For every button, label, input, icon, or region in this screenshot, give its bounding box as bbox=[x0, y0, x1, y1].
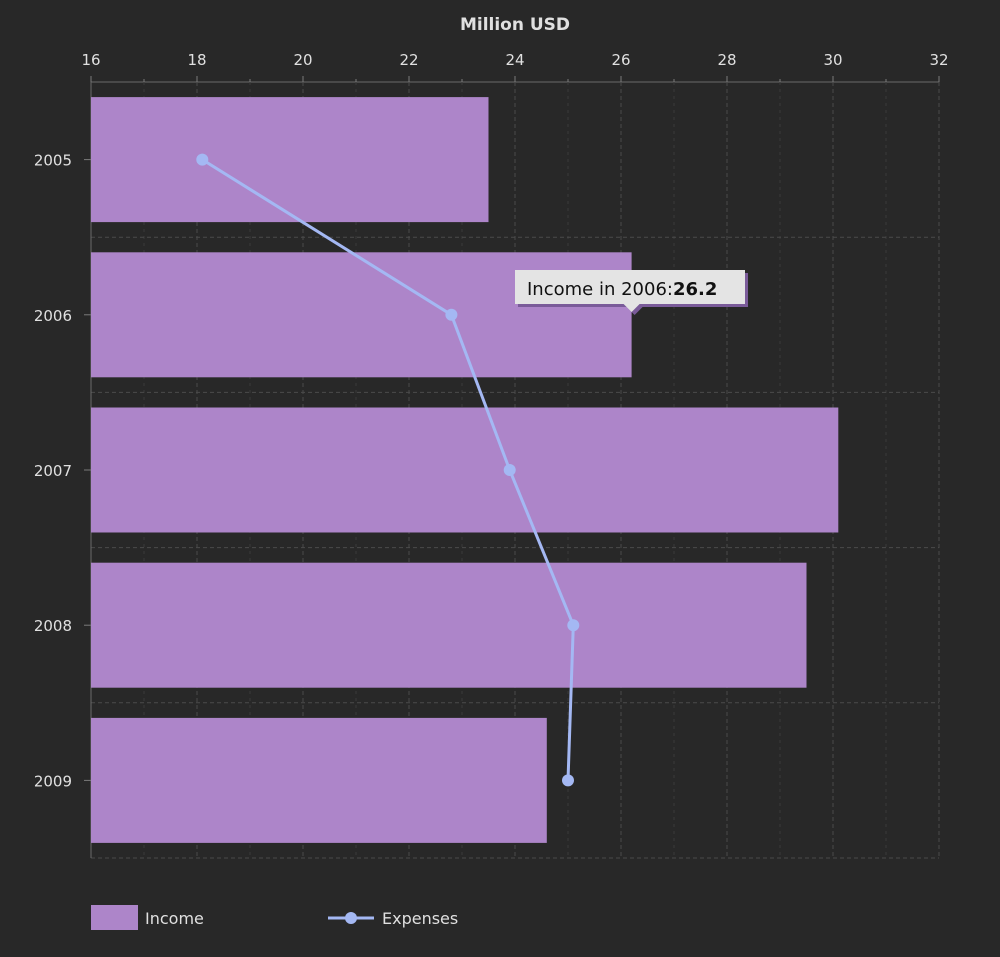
tooltip-label: Income in 2006: bbox=[527, 279, 673, 300]
legend: Income Expenses bbox=[91, 905, 458, 930]
legend-expenses-marker[interactable] bbox=[345, 912, 357, 924]
expenses-point[interactable] bbox=[196, 153, 209, 166]
x-tick-label: 16 bbox=[81, 51, 100, 69]
income-bar[interactable] bbox=[91, 717, 547, 843]
tooltip: Income in 2006:26.2 bbox=[515, 270, 748, 315]
y-tick-label: 2005 bbox=[34, 152, 72, 170]
expenses-point[interactable] bbox=[445, 308, 458, 321]
y-tick-label: 2007 bbox=[34, 462, 72, 480]
legend-income-swatch[interactable] bbox=[91, 905, 138, 930]
x-tick-label: 28 bbox=[717, 51, 736, 69]
x-tick-label: 30 bbox=[823, 51, 842, 69]
expenses-series bbox=[196, 153, 580, 787]
expenses-point[interactable] bbox=[562, 774, 574, 787]
income-bar[interactable] bbox=[91, 407, 839, 533]
y-tick-label: 2006 bbox=[34, 307, 72, 325]
x-tick-label: 18 bbox=[187, 51, 206, 69]
income-bars bbox=[91, 97, 839, 843]
income-bar[interactable] bbox=[91, 97, 489, 223]
x-tick-label: 24 bbox=[505, 51, 524, 69]
expenses-point[interactable] bbox=[503, 464, 516, 476]
expenses-point[interactable] bbox=[567, 619, 580, 632]
x-axis-ticks: 16 18 20 22 24 26 28 30 32 bbox=[81, 51, 949, 82]
tooltip-box bbox=[515, 270, 745, 312]
income-bar[interactable] bbox=[91, 562, 807, 688]
legend-expenses-label[interactable]: Expenses bbox=[382, 909, 458, 928]
legend-income-label[interactable]: Income bbox=[145, 909, 204, 928]
x-axis-title: Million USD bbox=[460, 15, 570, 35]
x-tick-label: 22 bbox=[399, 51, 418, 69]
y-axis-ticks: 2005 2006 2007 2008 2009 bbox=[34, 152, 91, 790]
x-tick-label: 32 bbox=[929, 51, 948, 69]
tooltip-text: Income in 2006:26.2 bbox=[527, 279, 717, 300]
x-tick-label: 20 bbox=[293, 51, 312, 69]
y-tick-label: 2008 bbox=[34, 617, 72, 635]
y-tick-label: 2009 bbox=[34, 772, 72, 790]
x-tick-label: 26 bbox=[611, 51, 630, 69]
tooltip-value: 26.2 bbox=[673, 279, 717, 300]
